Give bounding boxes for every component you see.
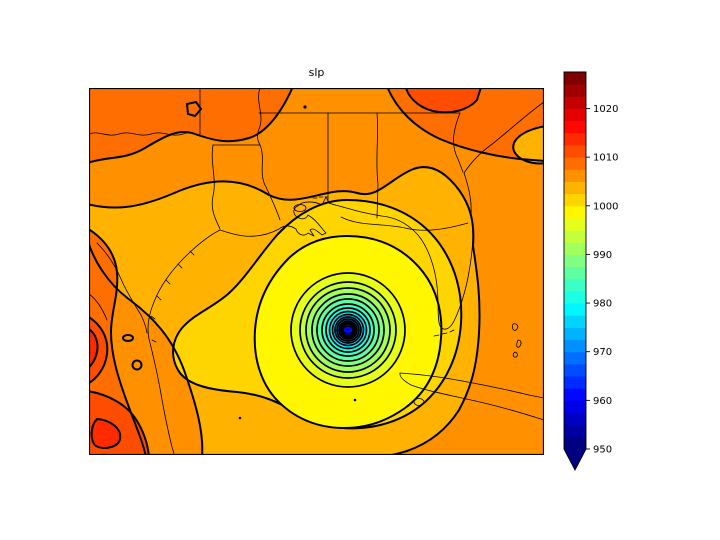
colorbar-segment — [564, 315, 586, 328]
colorbar-tick-label: 950 — [593, 445, 612, 456]
colorbar-segment — [564, 412, 586, 426]
colorbar-segment — [564, 72, 586, 85]
map-svg — [89, 88, 544, 455]
contour-line — [89, 390, 150, 455]
colorbar-segment — [564, 144, 586, 158]
coastline-bahamas — [512, 323, 522, 358]
river-mexico — [89, 293, 108, 321]
border-red-river — [89, 132, 201, 137]
plot-title: slp — [308, 66, 325, 79]
border-ga-sc — [453, 112, 464, 173]
colorbar-tick-label: 1020 — [593, 104, 618, 115]
colorbar-extend-min-arrow — [564, 449, 586, 470]
colorbar-segment — [564, 205, 586, 219]
border-tx-la — [211, 144, 221, 230]
contour-islet — [122, 334, 134, 342]
colorbar-tick-label: 1010 — [593, 153, 618, 164]
border-fl-ga — [340, 216, 469, 231]
contour-line — [89, 316, 109, 384]
colorbar-gradient — [564, 72, 586, 470]
contour-dot — [238, 416, 242, 420]
contour-dot — [303, 105, 307, 109]
contour-dot — [353, 398, 357, 402]
colorbar-tick-label: 960 — [593, 396, 612, 407]
colorbar-segment — [564, 290, 586, 304]
hurricane-eye-core — [346, 328, 350, 332]
contour-line — [404, 88, 482, 114]
coastline-barrier-islands-tx — [150, 250, 195, 343]
coastline-isle-of-youth — [413, 398, 425, 406]
coastline-barrier-islands-ms — [312, 196, 329, 199]
axes-frame — [89, 88, 544, 455]
colorbar-segment — [564, 181, 586, 195]
contour-line — [89, 166, 481, 455]
contour-line — [512, 125, 544, 165]
colorbar-segment — [564, 339, 586, 353]
colorbar-tick-label: 990 — [593, 250, 612, 261]
colorbar-segment — [564, 96, 586, 109]
colorbar-segment — [564, 108, 586, 122]
contour-islet — [185, 100, 203, 118]
contour-line — [89, 228, 147, 455]
colorbar-segment — [564, 436, 586, 450]
colorbar-segment — [564, 193, 586, 207]
colorbar-segment — [564, 278, 586, 292]
coastlines-and-borders — [89, 88, 544, 455]
pressure-contour-lines — [89, 88, 544, 455]
coastline-cuba — [399, 372, 544, 421]
border-mississippi-river — [257, 88, 281, 221]
border-al-ga — [376, 112, 379, 219]
colorbar-segment — [564, 424, 586, 438]
colorbar-segment — [564, 400, 586, 414]
colorbar-segment — [564, 169, 586, 182]
colorbar-segment — [564, 266, 586, 280]
colorbar-segment — [564, 327, 586, 341]
colorbar-segment — [564, 254, 586, 268]
colorbar-segment — [564, 157, 586, 170]
fill-red-bottom-core — [90, 417, 122, 449]
colorbar-segment — [564, 84, 586, 97]
colorbar-outline — [563, 71, 587, 471]
fill-high-patch-top — [406, 88, 481, 113]
colorbar-segment — [564, 217, 586, 231]
colorbar: 1020 1010 1000 990 980 970 960 950 — [550, 60, 670, 480]
colorbar-tick-label: 980 — [593, 299, 612, 310]
hurricane-rings — [290, 272, 406, 388]
colorbar-segment — [564, 132, 586, 146]
contour-line — [89, 241, 204, 455]
colorbar-segment — [564, 388, 586, 401]
border-rio-grande — [96, 242, 148, 334]
colorbar-segment — [564, 303, 586, 316]
colorbar-segment — [564, 120, 586, 134]
colorbar-segment — [564, 363, 586, 377]
lake-pontchartrain — [293, 204, 307, 212]
colorbar-svg: 1020 1010 1000 990 980 970 960 950 — [563, 71, 618, 471]
coastline-florida-keys — [433, 329, 455, 337]
contour-line — [386, 88, 544, 162]
colorbar-tick-label: 970 — [593, 347, 612, 358]
coastline-us-gulf-atlantic — [147, 101, 544, 455]
contour-islet — [131, 359, 143, 371]
colorbar-segment — [564, 242, 586, 255]
map-plot-area — [89, 88, 544, 455]
colorbar-ticks: 1020 1010 1000 990 980 970 960 950 — [586, 104, 618, 456]
colorbar-segment — [564, 376, 586, 389]
colorbar-segment — [564, 351, 586, 365]
fill-north-band-west — [89, 88, 293, 163]
colorbar-segment — [564, 230, 586, 243]
colorbar-tick-label: 1000 — [593, 201, 618, 212]
